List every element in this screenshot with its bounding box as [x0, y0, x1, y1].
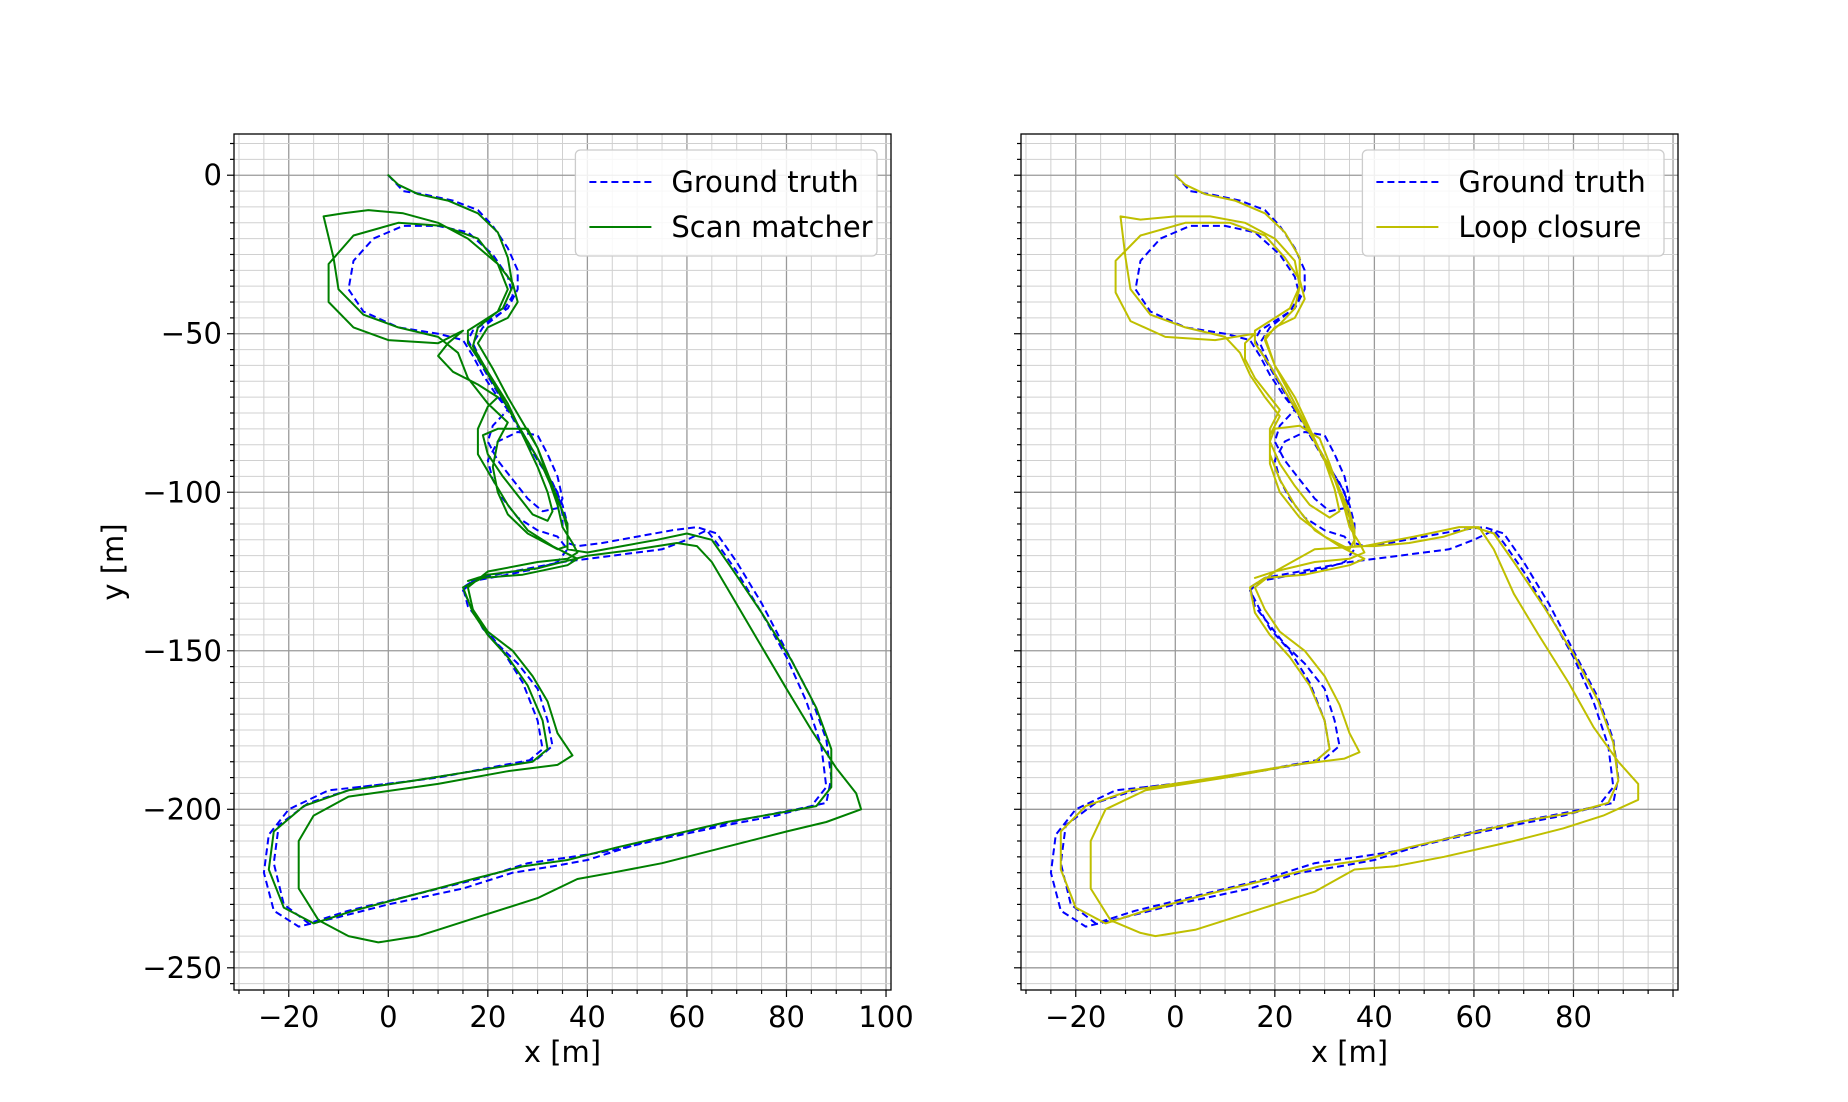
x-axis-label: x [m] — [1311, 1035, 1388, 1069]
series-line-loop-closure — [1059, 174, 1640, 938]
series-line-ground-truth — [262, 174, 833, 928]
y-tick-label: −100 — [142, 475, 222, 509]
y-tick-label: −150 — [142, 634, 222, 668]
legend-box — [574, 149, 878, 257]
x-axis-label: x [m] — [524, 1035, 601, 1069]
grid — [1021, 134, 1678, 990]
series-line-ground-truth — [1049, 174, 1620, 928]
x-tick-label: −20 — [1045, 1000, 1106, 1034]
series-group — [1049, 174, 1640, 938]
legend: Ground truth Scan matcher — [574, 149, 878, 257]
right-plot-loop-closure: −20 0 20 40 60 80 x [m] Ground truth Loop closur… — [1014, 133, 1679, 1069]
legend-label-scan-matcher: Scan matcher — [671, 210, 872, 244]
ticks: −20 0 20 40 60 80 — [1014, 142, 1674, 1034]
x-tick-label: 80 — [768, 1000, 805, 1034]
x-tick-label: 0 — [1166, 1000, 1184, 1034]
x-tick-label: 80 — [1555, 1000, 1592, 1034]
x-tick-label: 60 — [1455, 1000, 1492, 1034]
legend-label-ground-truth: Ground truth — [1458, 165, 1645, 199]
legend-label-loop-closure: Loop closure — [1458, 210, 1641, 244]
y-tick-label: −250 — [142, 951, 222, 985]
x-tick-label: 40 — [1356, 1000, 1393, 1034]
legend: Ground truth Loop closure — [1361, 149, 1665, 257]
x-tick-label: −20 — [258, 1000, 319, 1034]
x-tick-label: 0 — [379, 1000, 397, 1034]
series-line-scan-matcher — [267, 174, 863, 944]
x-tick-label: 20 — [1256, 1000, 1293, 1034]
x-tick-label: 100 — [858, 1000, 913, 1034]
y-tick-label: −200 — [142, 792, 222, 826]
y-axis-label: y [m] — [96, 523, 130, 600]
y-tick-label: −50 — [161, 317, 222, 351]
y-tick-label: 0 — [204, 158, 222, 192]
x-tick-label: 60 — [668, 1000, 705, 1034]
series-group — [262, 174, 863, 944]
x-tick-label: 20 — [469, 1000, 506, 1034]
legend-label-ground-truth: Ground truth — [671, 165, 858, 199]
legend-box — [1361, 149, 1665, 257]
x-tick-label: 40 — [569, 1000, 606, 1034]
